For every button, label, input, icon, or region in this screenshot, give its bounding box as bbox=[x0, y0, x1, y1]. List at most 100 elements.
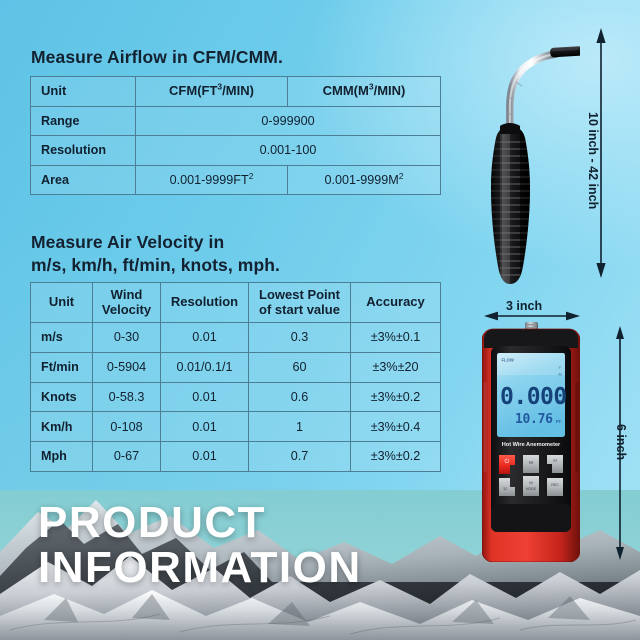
col-header-cfm: CFM(FT3/MIN) bbox=[135, 76, 288, 107]
cfm-base: CFM(FT bbox=[169, 82, 218, 98]
mode-button-label: M bbox=[529, 460, 533, 465]
cell-wind-velocity: 0-30 bbox=[92, 322, 161, 353]
hold-button-label: H bbox=[553, 458, 556, 463]
cell-resolution: 0.01 bbox=[160, 441, 249, 472]
cell-accuracy: ±3%±0.4 bbox=[350, 411, 441, 443]
meter-height-dimension-arrow bbox=[616, 326, 624, 560]
max-min-label-2: MODE bbox=[526, 487, 537, 491]
banner-line-1: PRODUCT bbox=[38, 498, 267, 547]
table-row: Unit CFM(FT3/MIN) CMM(M3/MIN) bbox=[30, 76, 441, 107]
cmm-superscript: 3 bbox=[368, 81, 374, 92]
lcd-screen bbox=[497, 353, 565, 437]
mode-button[interactable] bbox=[523, 455, 539, 473]
meter-brand-text: Hot Wire Anemometer bbox=[502, 442, 561, 448]
wind-line-1: Wind bbox=[110, 286, 143, 302]
meter-side-grip bbox=[483, 382, 579, 472]
cell-accuracy: ±3%±20 bbox=[350, 351, 441, 383]
col-header-cmm: CMM(M3/MIN) bbox=[287, 76, 441, 107]
col-header-unit: Unit bbox=[30, 282, 93, 323]
table-row: Ft/min 0-5904 0.01/0.1/1 60 ±3%±20 bbox=[30, 351, 441, 383]
meter-width-label: 3 inch bbox=[506, 299, 543, 313]
row-label-resolution: Resolution bbox=[30, 135, 136, 166]
cell-wind-velocity: 0-58.3 bbox=[92, 381, 161, 413]
velocity-specs-table: Unit Wind Velocity Resolution Lowest Poi… bbox=[30, 282, 441, 472]
cell-unit: m/s bbox=[30, 322, 93, 353]
wind-line-2: Velocity bbox=[101, 301, 152, 317]
cell-accuracy: ±3%±0.1 bbox=[350, 322, 441, 353]
table-row: m/s 0-30 0.01 0.3 ±3%±0.1 bbox=[30, 322, 441, 353]
rec-button-label: REC bbox=[551, 483, 559, 487]
meter-lower-panel bbox=[491, 504, 571, 532]
heading-velocity-line-1: Measure Air Velocity in bbox=[31, 232, 225, 252]
cell-wind-velocity: 0-108 bbox=[92, 411, 161, 443]
probe-length-dimension-arrow bbox=[596, 28, 606, 278]
cell-wind-velocity: 0-67 bbox=[92, 441, 161, 472]
cell-accuracy: ±3%±0.2 bbox=[350, 441, 441, 472]
lcd-secondary-value: 10.76 bbox=[515, 412, 553, 427]
cell-unit: Knots bbox=[30, 381, 93, 413]
row-value-area-cfm: 0.001-9999FT2 bbox=[135, 164, 288, 195]
cell-accuracy: ±3%±0.2 bbox=[350, 381, 441, 413]
row-label-range: Range bbox=[30, 105, 136, 136]
cell-resolution: 0.01 bbox=[160, 411, 249, 443]
heading-velocity-line-2: m/s, km/h, ft/min, knots, mph. bbox=[31, 255, 280, 275]
max-min-button[interactable] bbox=[523, 476, 539, 496]
table-row: Knots 0-58.3 0.01 0.6 ±3%±0.2 bbox=[30, 381, 441, 413]
probe-shaft bbox=[506, 50, 560, 134]
lcd-primary-value: 0.000 bbox=[500, 384, 567, 410]
unit-button[interactable] bbox=[499, 478, 515, 496]
col-header-resolution: Resolution bbox=[160, 282, 249, 323]
cmm-base: CMM(M bbox=[322, 82, 369, 98]
lcd-mode-label: FLOW bbox=[502, 358, 514, 363]
lcd-corner-unit-bottom: M bbox=[559, 372, 562, 377]
cell-resolution: 0.01/0.1/1 bbox=[160, 351, 249, 383]
cell-lowest-point: 0.6 bbox=[248, 381, 351, 413]
probe-length-label: 10 inch - 42 inch bbox=[586, 112, 600, 210]
meter-top-cap bbox=[484, 329, 578, 348]
lcd-primary-unit: CFM bbox=[556, 399, 566, 404]
cfm-tail: /MIN) bbox=[222, 82, 254, 98]
telescoping-joints bbox=[506, 81, 523, 115]
cell-unit: Km/h bbox=[30, 411, 93, 443]
anemometer-meter-image: FLOW F M 0.000 CFM 10.76 FT Hot Wire Ane… bbox=[482, 322, 580, 562]
power-button[interactable] bbox=[499, 455, 515, 474]
area-cfm-superscript: 2 bbox=[248, 170, 254, 181]
table-row: Area 0.001-9999FT2 0.001-9999M2 bbox=[30, 164, 441, 195]
meter-width-dimension-arrow bbox=[484, 311, 580, 321]
table-row: Resolution 0.001-100 bbox=[30, 135, 441, 166]
area-cfm-base: 0.001-9999FT bbox=[169, 172, 249, 187]
cell-lowest-point: 0.7 bbox=[248, 441, 351, 472]
meter-keypad[interactable]: ⏻ M H U M MODE REC bbox=[499, 455, 563, 496]
cell-resolution: 0.01 bbox=[160, 381, 249, 413]
row-value-range: 0-999900 bbox=[135, 105, 441, 136]
lowest-line-1: Lowest Point bbox=[259, 286, 340, 302]
max-min-label-1: M bbox=[529, 480, 532, 485]
col-header-accuracy: Accuracy bbox=[350, 282, 441, 323]
col-header-lowest-point: Lowest Point of start value bbox=[248, 282, 351, 323]
cfm-superscript: 3 bbox=[217, 81, 223, 92]
cell-lowest-point: 60 bbox=[248, 351, 351, 383]
area-cmm-superscript: 2 bbox=[398, 170, 404, 181]
area-cmm-base: 0.001-9999M bbox=[324, 172, 399, 187]
lowest-line-2: of start value bbox=[259, 301, 340, 317]
cmm-tail: /MIN) bbox=[373, 82, 406, 98]
hold-button[interactable] bbox=[547, 455, 563, 473]
col-header-wind-velocity: Wind Velocity bbox=[92, 282, 161, 323]
unit-button-label: U bbox=[503, 486, 506, 491]
lcd-corner-unit-top: F bbox=[559, 365, 562, 370]
hot-wire-probe-image bbox=[491, 46, 580, 284]
rec-button[interactable] bbox=[547, 478, 563, 496]
table-row: Mph 0-67 0.01 0.7 ±3%±0.2 bbox=[30, 441, 441, 472]
cell-wind-velocity: 0-5904 bbox=[92, 351, 161, 383]
cell-lowest-point: 1 bbox=[248, 411, 351, 443]
banner-line-2: INFORMATION bbox=[38, 543, 362, 592]
table-row: Range 0-999900 bbox=[30, 105, 441, 136]
cell-lowest-point: 0.3 bbox=[248, 322, 351, 353]
heading-airflow: Measure Airflow in CFM/CMM. bbox=[31, 47, 283, 67]
meter-height-label: 6 inch bbox=[614, 424, 628, 461]
row-label-area: Area bbox=[30, 164, 136, 195]
cell-resolution: 0.01 bbox=[160, 322, 249, 353]
power-icon: ⏻ bbox=[505, 458, 510, 465]
lcd-secondary-unit: FT bbox=[556, 419, 562, 424]
